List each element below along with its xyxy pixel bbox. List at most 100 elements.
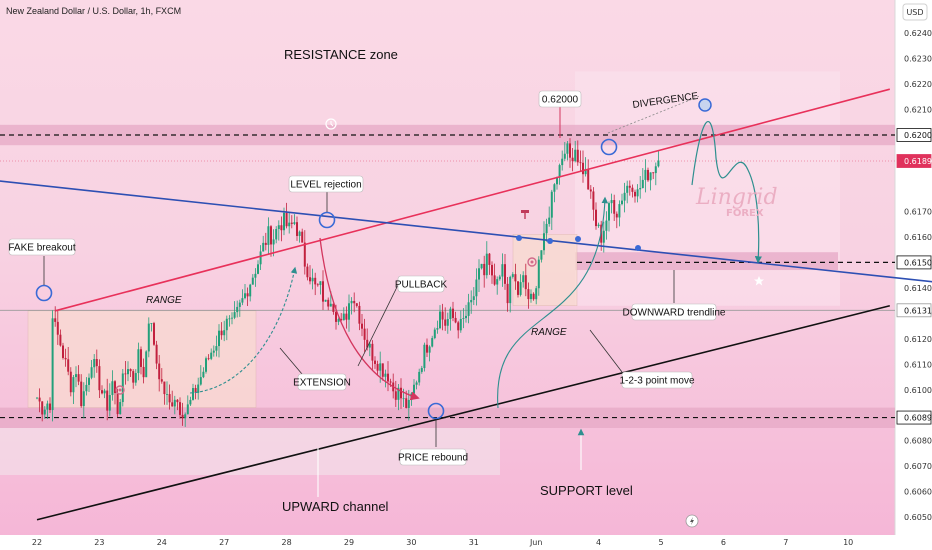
- candle-body: [350, 300, 353, 304]
- candle-body: [608, 203, 610, 221]
- currency-button[interactable]: USD: [906, 8, 923, 17]
- candle-body: [251, 277, 254, 285]
- candle-body: [67, 359, 70, 372]
- candle-body: [514, 274, 517, 282]
- candle-body: [111, 381, 114, 396]
- candle-body: [127, 369, 129, 375]
- candle-body: [64, 357, 67, 360]
- x-tick-label: 5: [658, 538, 663, 547]
- candle-body: [475, 279, 478, 297]
- snail-icon: [115, 385, 125, 395]
- candle-body: [194, 388, 197, 393]
- candle-body: [88, 377, 90, 385]
- candle-body: [410, 393, 413, 400]
- upward-channel-title: UPWARD channel: [282, 499, 389, 514]
- candle-body: [493, 275, 496, 285]
- candle-body: [613, 200, 616, 214]
- candle-body: [621, 200, 623, 205]
- swing-dot: [547, 238, 553, 244]
- watermark-sub: FOREX: [726, 208, 764, 219]
- price-axis-background: [895, 0, 932, 550]
- candle-body: [423, 344, 426, 369]
- lightning-icon[interactable]: [685, 514, 699, 528]
- candle-body: [397, 387, 400, 400]
- downward-trendline-label[interactable]: DOWNWARD trendline: [623, 303, 726, 321]
- level-rejection-label[interactable]: LEVEL rejection: [288, 175, 364, 193]
- pullback-label[interactable]: PULLBACK: [395, 275, 448, 293]
- extension-pointer: [279, 347, 303, 375]
- candle-body: [137, 349, 140, 374]
- candle-body: [103, 390, 106, 394]
- candle-body: [314, 277, 317, 285]
- candle-body: [233, 312, 236, 318]
- candle-body: [186, 404, 189, 415]
- candle-body: [166, 394, 168, 395]
- trendline-upward-channel-top[interactable]: [54, 88, 891, 312]
- candle-body: [535, 288, 538, 300]
- candle-body: [348, 303, 350, 320]
- currency-button-box[interactable]: [902, 3, 928, 21]
- mid-zone-band: [575, 252, 838, 271]
- candle-body: [197, 384, 200, 393]
- price-tag: 0.62000: [896, 128, 932, 142]
- candle-body: [342, 313, 345, 321]
- candle-body: [446, 319, 449, 326]
- candle-body: [241, 298, 244, 303]
- candle-body: [639, 188, 642, 190]
- candle-body: [519, 282, 522, 295]
- candle-body: [277, 225, 280, 230]
- price-rebound-circle[interactable]: [427, 402, 445, 420]
- candle-body: [366, 339, 369, 348]
- trendline-upward-channel-bottom[interactable]: [36, 304, 890, 521]
- candle-body: [155, 344, 158, 364]
- candle-body: [483, 263, 486, 276]
- candle-body: [543, 233, 545, 251]
- candle-body: [267, 226, 270, 245]
- candle-body: [571, 157, 574, 162]
- candle-body: [584, 168, 587, 175]
- point-move-pointer: [589, 329, 623, 373]
- candle-body: [413, 384, 415, 394]
- fake-breakout-label[interactable]: FAKE breakout: [8, 238, 76, 256]
- fake-breakout-circle[interactable]: [35, 284, 53, 302]
- candle-body: [114, 381, 116, 394]
- price-rebound-label[interactable]: PRICE rebound: [398, 448, 468, 466]
- candle-body: [168, 394, 171, 403]
- candle-body: [285, 212, 288, 227]
- alert-clock-icon[interactable]: [325, 118, 337, 130]
- candle-body: [124, 373, 127, 375]
- divergence-line: [607, 95, 701, 134]
- level-0620-label[interactable]: 0.62000: [538, 90, 582, 108]
- price-axis[interactable]: 0.624000.623000.622000.621000.620000.619…: [896, 29, 932, 522]
- candle-body: [332, 303, 335, 312]
- divergence-circle[interactable]: [600, 138, 618, 156]
- candle-body: [93, 359, 96, 368]
- time-axis[interactable]: 22 23 24 27 28 29 30 31 Jun 4 5 6 7 10: [32, 538, 853, 547]
- labels-layer: FAKE breakout LEVEL rejection PULLBACK EXTE…: [8, 47, 726, 514]
- candle-body: [654, 166, 657, 174]
- candle-body: [142, 366, 145, 378]
- x-tick-label: 22: [32, 538, 42, 547]
- support-zone-band: [0, 407, 895, 428]
- candle-body: [173, 399, 176, 407]
- candle-body: [441, 311, 444, 320]
- price-tag: 0.60891: [896, 410, 932, 425]
- symbol-title: New Zealand Dollar / U.S. Dollar, 1h, FX…: [6, 6, 181, 16]
- range-mid-label: RANGE: [531, 327, 567, 338]
- candle-body: [327, 299, 330, 307]
- extension-label[interactable]: EXTENSION: [293, 373, 351, 391]
- candle-body: [98, 366, 101, 391]
- candle-body: [389, 381, 392, 383]
- trendline-downward-trendline[interactable]: [0, 180, 932, 283]
- price-tag-label: 0.62000: [904, 131, 932, 140]
- candle-body: [361, 323, 363, 329]
- level-rejection-circle[interactable]: [318, 211, 336, 229]
- point-move-label[interactable]: 1-2-3 point move: [619, 371, 695, 389]
- resistance-zone-band: [0, 124, 895, 146]
- projection-circle[interactable]: [698, 98, 712, 112]
- candle-body: [420, 368, 423, 372]
